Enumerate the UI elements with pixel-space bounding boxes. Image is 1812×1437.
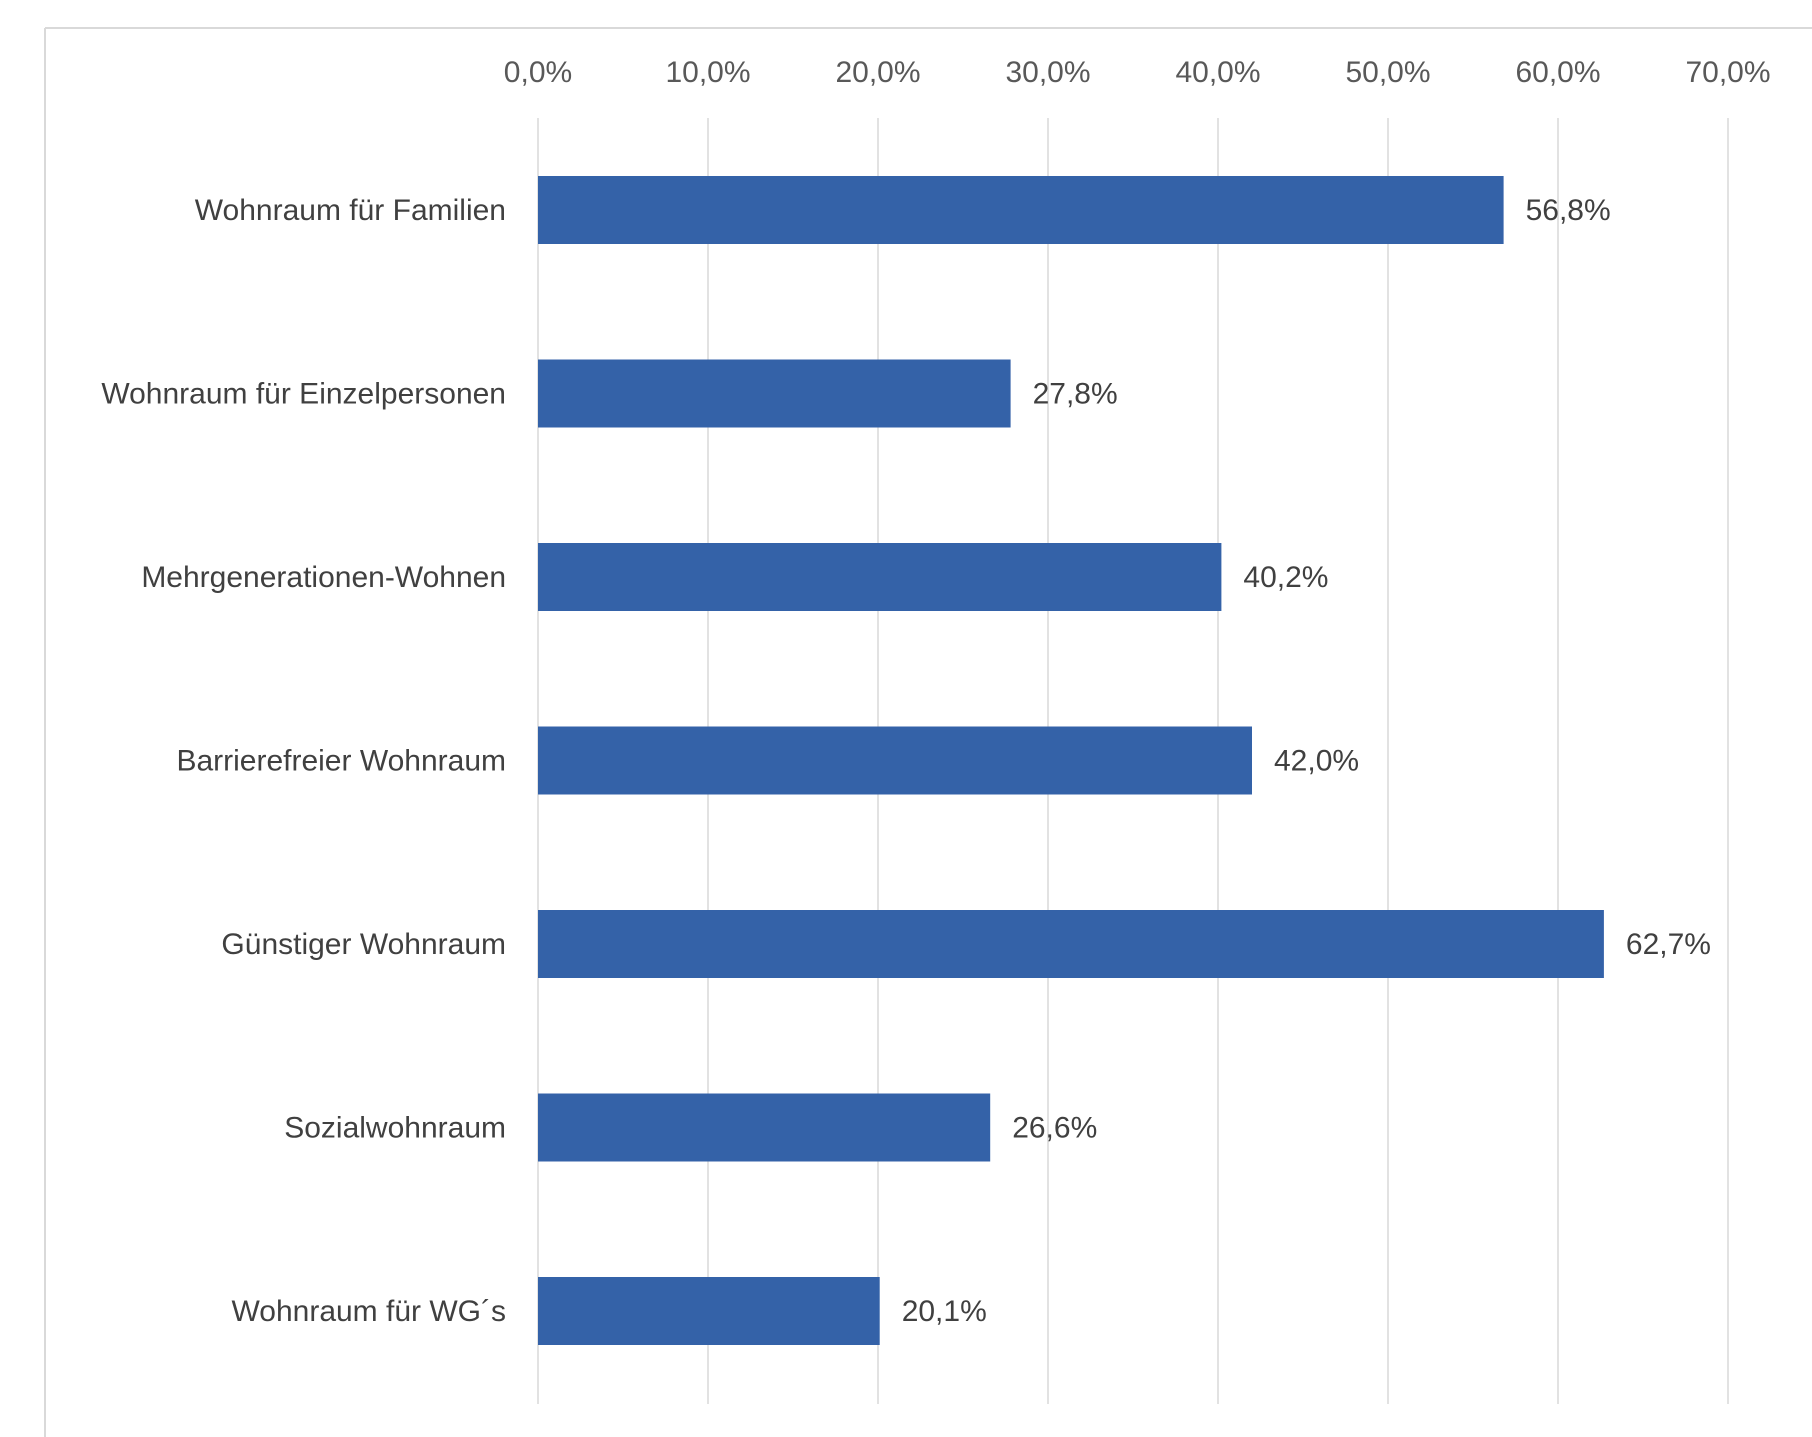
x-tick-label: 60,0% (1515, 56, 1600, 89)
bar (538, 910, 1604, 978)
category-label: Mehrgenerationen-Wohnen (141, 561, 506, 594)
data-label: 27,8% (1033, 378, 1118, 411)
bar (538, 726, 1252, 795)
data-label: 42,0% (1274, 745, 1359, 778)
category-label: Wohnraum für WG´s (232, 1295, 507, 1328)
x-tick-label: 50,0% (1345, 56, 1430, 89)
x-tick-label: 40,0% (1175, 56, 1260, 89)
x-tick-label: 0,0% (504, 56, 572, 89)
bar (538, 176, 1504, 244)
category-labels: Wohnraum für Familien Wohnraum für Einzel… (101, 194, 506, 1328)
data-label: 20,1% (902, 1295, 987, 1328)
category-label: Wohnraum für Familien (195, 194, 506, 227)
data-label: 26,6% (1012, 1112, 1097, 1145)
bar (538, 1277, 880, 1345)
bar (538, 359, 1011, 428)
x-tick-label: 20,0% (835, 56, 920, 89)
x-tick-label: 30,0% (1005, 56, 1090, 89)
x-tick-label: 70,0% (1685, 56, 1770, 89)
data-label: 62,7% (1626, 928, 1711, 961)
x-axis-tick-labels: 0,0% 10,0% 20,0% 30,0% 40,0% 50,0% 60,0% 70,0% (504, 56, 1771, 89)
bar (538, 1093, 991, 1162)
bars (538, 176, 1604, 1345)
x-tick-label: 10,0% (665, 56, 750, 89)
category-label: Wohnraum für Einzelpersonen (101, 378, 506, 411)
bar (538, 543, 1222, 611)
category-label: Sozialwohnraum (284, 1112, 506, 1145)
data-label: 56,8% (1526, 194, 1611, 227)
data-label: 40,2% (1243, 561, 1328, 594)
category-label: Barrierefreier Wohnraum (176, 745, 506, 778)
data-labels: 56,8% 27,8% 40,2% 42,0% 62,7% 26,6% 20,1% (902, 194, 1711, 1328)
category-label: Günstiger Wohnraum (221, 928, 506, 961)
